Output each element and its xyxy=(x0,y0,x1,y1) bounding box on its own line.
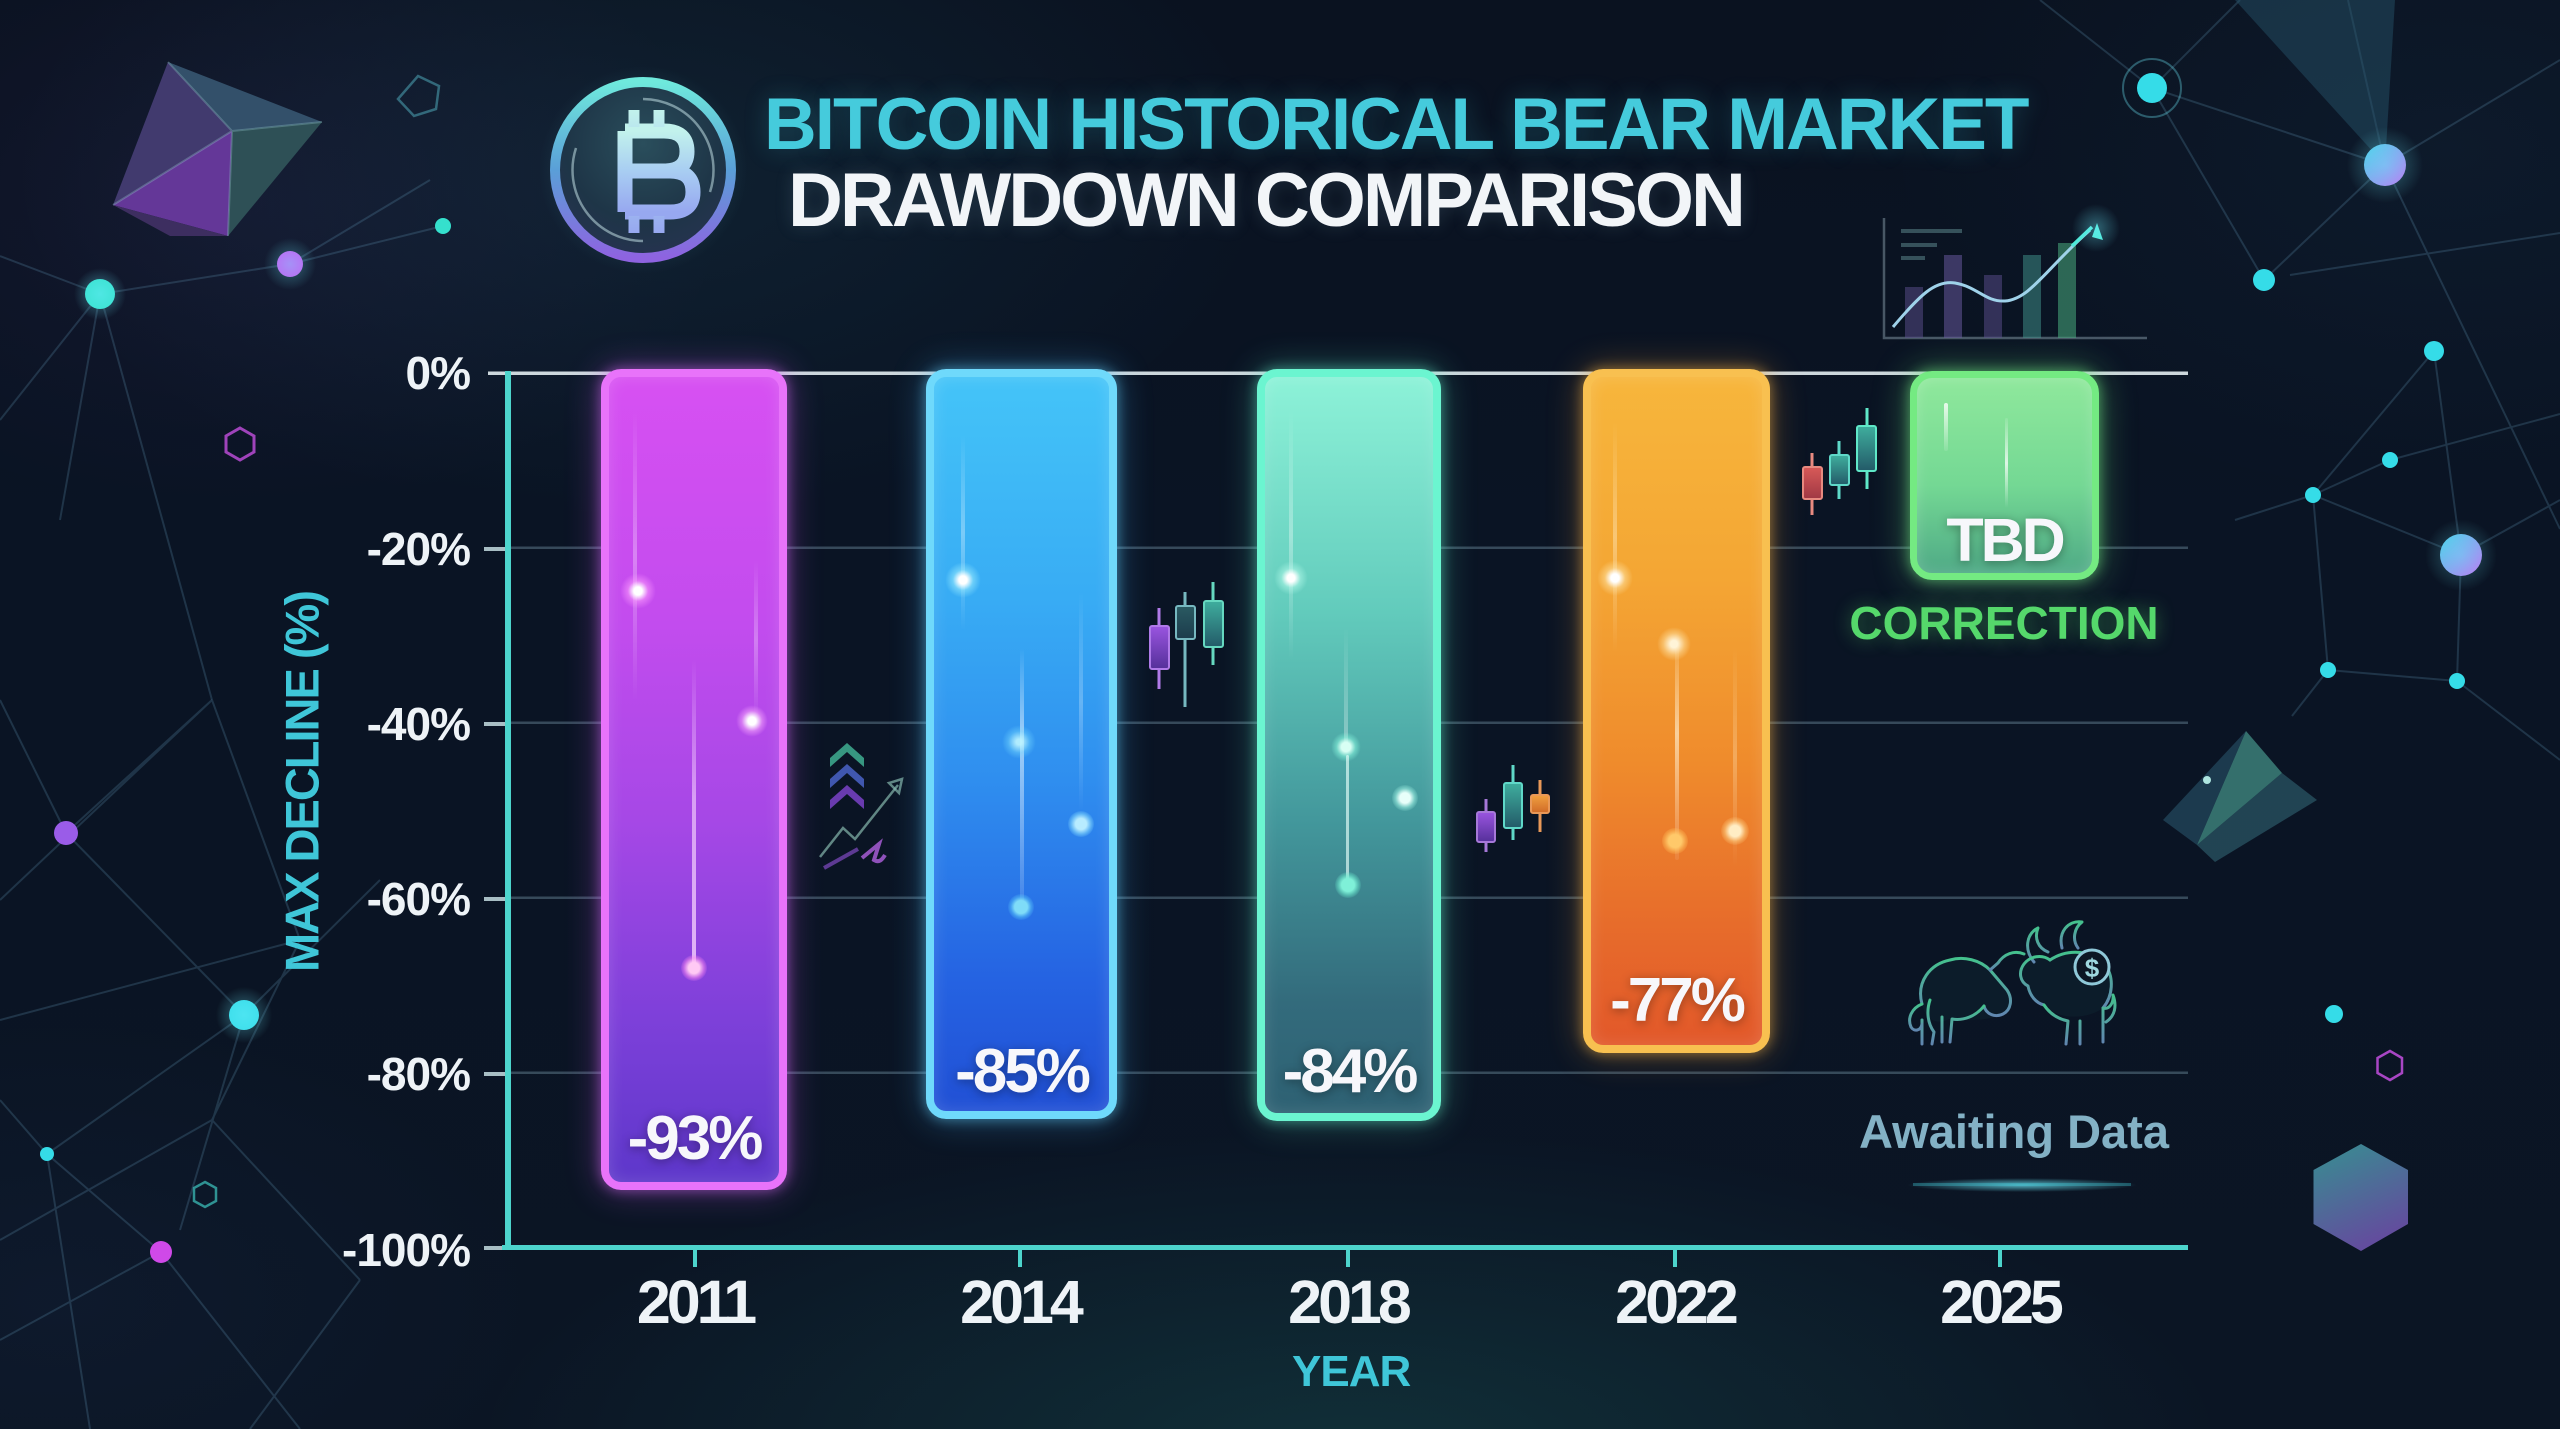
svg-text:$: $ xyxy=(2085,953,2100,983)
